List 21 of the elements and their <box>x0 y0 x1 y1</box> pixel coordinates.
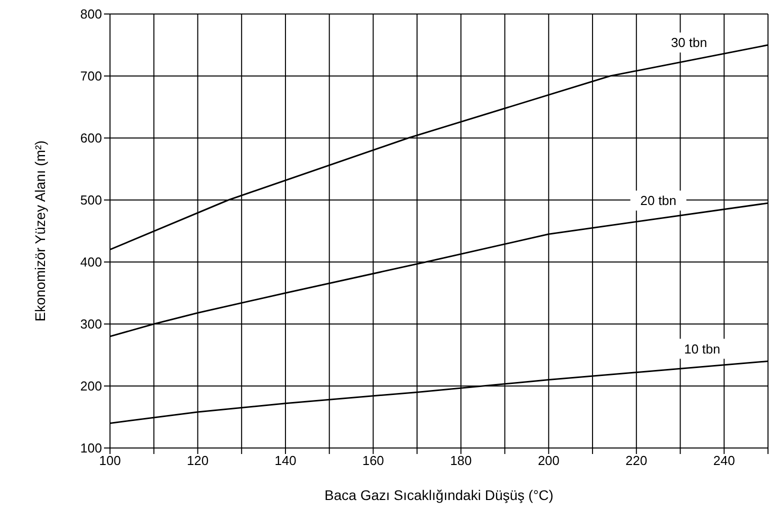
x-tick-label: 240 <box>713 453 735 468</box>
y-tick-label: 400 <box>80 254 102 270</box>
x-tick-label: 100 <box>99 453 121 468</box>
y-tick-label: 600 <box>80 130 102 146</box>
y-tick-label: 800 <box>80 6 102 22</box>
x-tick-label: 200 <box>538 453 560 468</box>
x-tick-label: 220 <box>626 453 648 468</box>
series-label: 10 tbn <box>684 341 720 356</box>
y-tick-label: 200 <box>80 378 102 394</box>
y-tick-label: 500 <box>80 192 102 208</box>
y-tick-label: 700 <box>80 68 102 84</box>
x-tick-label: 180 <box>450 453 472 468</box>
y-tick-label: 300 <box>80 316 102 332</box>
x-axis-title: Baca Gazı Sıcaklığındaki Düşüş (°C) <box>324 487 554 503</box>
y-tick-label: 100 <box>80 440 102 456</box>
x-tick-label: 160 <box>362 453 384 468</box>
series-label: 20 tbn <box>640 193 676 208</box>
y-axis-title: Ekonomizör Yüzey Alanı (m²) <box>32 140 48 322</box>
x-tick-label: 140 <box>274 453 296 468</box>
series-label: 30 tbn <box>670 35 708 50</box>
x-tick-label: 120 <box>186 453 209 468</box>
